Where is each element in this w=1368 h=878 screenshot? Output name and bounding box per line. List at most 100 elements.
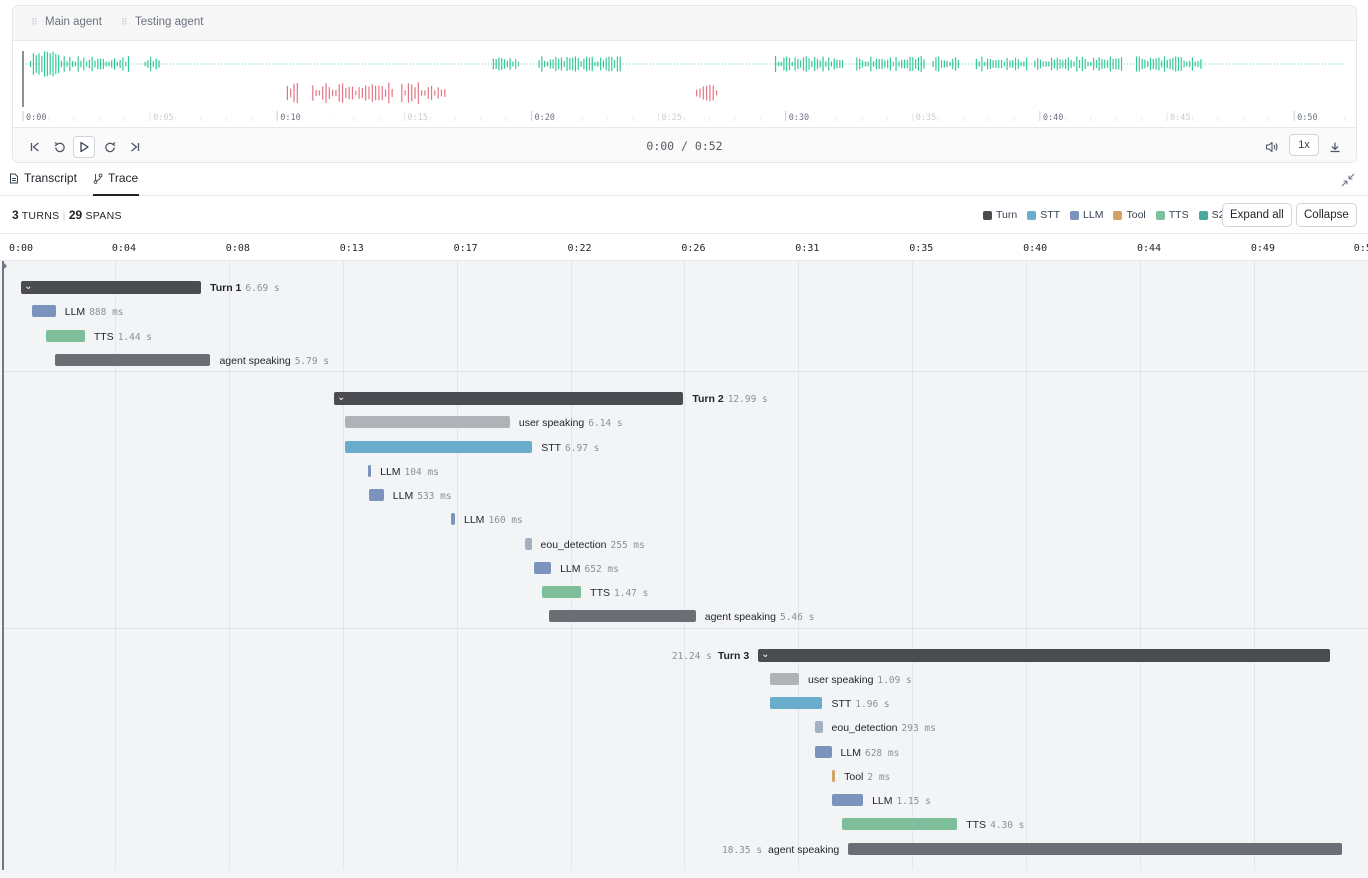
gridline	[798, 261, 800, 870]
chevron-down-icon[interactable]: ⌄	[336, 392, 346, 403]
span-name: STT	[831, 698, 852, 710]
audio-player: ⠿ Main agent ⠿ Testing agent 0:00 0:10 0:2…	[12, 5, 1357, 163]
forward-icon	[104, 141, 115, 152]
span-name: Turn 1	[210, 282, 242, 294]
span-duration: 652 ms	[584, 563, 619, 575]
span-label: eou_detection 293 ms	[832, 722, 936, 735]
span-name: eou_detection	[831, 722, 898, 735]
axis-tick-label: 0:31	[795, 243, 820, 254]
track-tab-main-agent[interactable]: ⠿ Main agent	[31, 16, 102, 28]
legend-swatch	[1155, 210, 1165, 220]
rewind-button[interactable]	[48, 136, 70, 158]
ruler-label-minor: 0:25	[662, 113, 682, 123]
span-bar[interactable]	[541, 586, 582, 598]
span-name: eou_detection	[540, 538, 607, 551]
span-bar[interactable]	[769, 672, 800, 685]
span-bar[interactable]	[814, 721, 823, 734]
span-bar[interactable]	[533, 561, 552, 574]
span-label: 21.24 s Turn 3	[672, 650, 749, 663]
span-duration: 628 ms	[864, 747, 900, 759]
span-bar[interactable]	[841, 818, 958, 831]
span-duration: 6.69 s	[245, 283, 280, 294]
span-bar[interactable]	[31, 305, 56, 318]
legend: TurnSTTLLMToolTTSS2S	[983, 209, 1231, 221]
time-separator: /	[681, 139, 688, 153]
turn-bar[interactable]: ⌄	[21, 281, 202, 294]
span-bar[interactable]	[368, 464, 372, 477]
axis-tick-label: 0:08	[225, 243, 250, 254]
span-name: Tool	[844, 770, 864, 783]
gridline	[342, 261, 344, 870]
span-bar[interactable]	[832, 794, 864, 806]
span-bar[interactable]	[769, 697, 823, 709]
span-name: TTS	[93, 330, 114, 343]
span-name: Turn 2	[692, 393, 724, 405]
turns-label: TURNS	[21, 210, 60, 222]
volume-button[interactable]	[1261, 136, 1283, 158]
tab-transcript[interactable]: Transcript	[9, 171, 77, 196]
tab-transcript-label: Transcript	[24, 171, 77, 185]
span-bar[interactable]	[344, 416, 510, 429]
turn-bar[interactable]: ⌄	[333, 392, 684, 405]
span-counts: 3 TURNS | 29 SPANS	[12, 208, 122, 222]
spans-label: SPANS	[85, 210, 122, 222]
span-bar[interactable]	[54, 353, 211, 366]
span-duration: 1.09 s	[877, 674, 912, 686]
play-button[interactable]	[73, 136, 95, 158]
legend-swatch	[1113, 210, 1123, 220]
turn-separator	[4, 627, 1368, 629]
current-time: 0:00	[646, 139, 675, 153]
span-bar[interactable]	[46, 329, 85, 342]
skip-to-end-button[interactable]	[124, 136, 146, 158]
span-duration: 6.97 s	[565, 442, 600, 454]
legend-item: STT	[1027, 209, 1060, 221]
axis-tick-label: 0:04	[111, 243, 136, 254]
span-bar[interactable]	[344, 440, 533, 453]
gridline	[1140, 261, 1141, 870]
time-axis: 0:00 0:04 0:08 0:13 0:17 0:22 0:26 0:31 0:35 0:40…	[0, 234, 1368, 261]
ruler-label-minor: 0:35	[916, 113, 936, 123]
span-bar[interactable]	[524, 537, 532, 550]
span-bar[interactable]	[548, 610, 696, 623]
total-time: 0:52	[694, 139, 723, 153]
turn-bar[interactable]: ⌄	[758, 648, 1330, 662]
span-duration: 1.44 s	[117, 331, 153, 343]
play-icon	[80, 141, 89, 153]
span-duration: 888 ms	[89, 307, 124, 319]
span-duration: 104 ms	[404, 466, 439, 478]
span-label: STT 6.97 s	[541, 442, 599, 455]
span-bar[interactable]	[848, 842, 1342, 855]
collapse-button[interactable]: Collapse	[1296, 203, 1357, 227]
skip-to-start-button[interactable]	[24, 136, 46, 158]
span-name: LLM	[840, 746, 861, 759]
span-bar[interactable]	[832, 769, 836, 782]
trace-summary: 3 TURNS | 29 SPANS TurnSTTLLMToolTTSS2S …	[0, 196, 1368, 234]
axis-tick-label: 0:49	[1250, 243, 1275, 254]
span-duration: 160 ms	[488, 515, 523, 527]
chevron-down-icon[interactable]: ⌄	[24, 281, 33, 292]
skip-back-icon	[30, 142, 39, 152]
playhead-handle[interactable]	[2, 261, 7, 271]
volume-icon	[1265, 141, 1278, 153]
track-tab-testing-agent[interactable]: ⠿ Testing agent	[121, 16, 203, 28]
tab-trace[interactable]: Trace	[93, 171, 139, 196]
download-button[interactable]	[1324, 136, 1346, 158]
forward-button[interactable]	[99, 136, 121, 158]
span-name: LLM	[64, 306, 86, 319]
span-duration: 255 ms	[610, 539, 645, 551]
axis-tick-label: 0:40	[1023, 243, 1048, 254]
span-bar[interactable]	[369, 489, 384, 501]
skip-forward-icon	[131, 142, 140, 152]
gridline	[228, 261, 230, 870]
waveform[interactable]: 0:00 0:10 0:20 0:30 0:40 0:50 0:05 0:15 0:25 0:35…	[13, 41, 1356, 127]
span-name: TTS	[966, 819, 987, 832]
span-bar[interactable]	[450, 513, 455, 526]
span-label: LLM 628 ms	[841, 747, 900, 760]
waveform-canvas[interactable]: 0:00 0:10 0:20 0:30 0:40 0:50 0:05 0:15 0:25 0:35…	[13, 41, 1356, 127]
minimize-icon[interactable]	[1340, 172, 1356, 188]
playhead[interactable]	[2, 261, 4, 870]
playback-speed-button[interactable]: 1x	[1289, 134, 1319, 156]
chevron-down-icon[interactable]: ⌄	[761, 648, 770, 660]
expand-all-button[interactable]: Expand all	[1222, 203, 1292, 227]
span-bar[interactable]	[814, 745, 832, 758]
